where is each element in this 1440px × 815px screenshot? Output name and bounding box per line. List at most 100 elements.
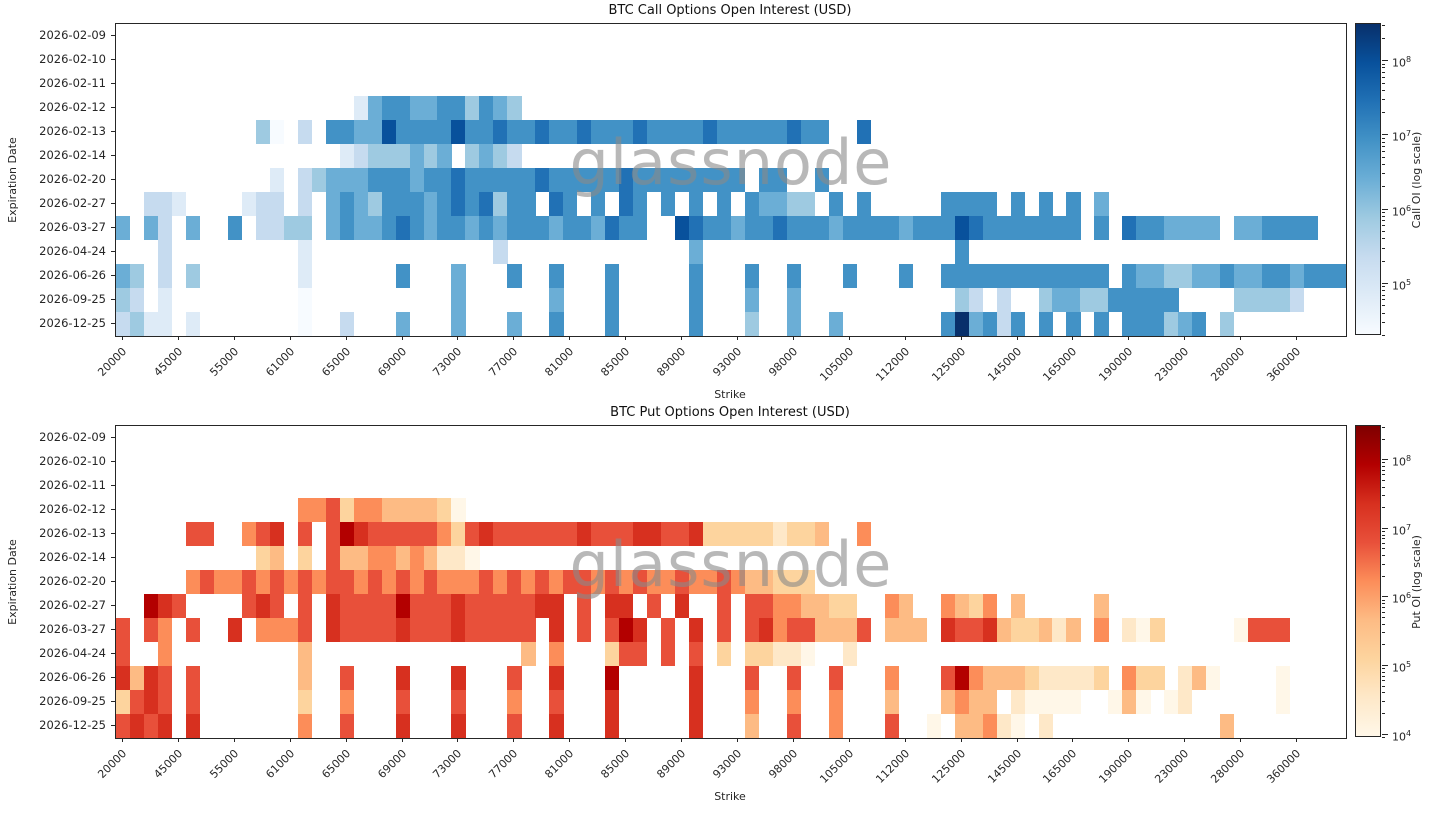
x-tick-mark — [457, 336, 459, 340]
heatmap-cell — [605, 618, 620, 643]
colorbar-minor-tick — [1382, 145, 1385, 147]
heatmap-cell — [968, 594, 983, 619]
colorbar-minor-tick — [1382, 611, 1385, 613]
colorbar-minor-tick — [1382, 563, 1385, 565]
heatmap-cell — [339, 168, 354, 193]
heatmap-cell — [255, 618, 270, 643]
heatmap-cell — [381, 498, 396, 523]
heatmap-cell — [661, 120, 676, 145]
colorbar-minor-tick — [1382, 486, 1385, 488]
heatmap-cell — [157, 288, 173, 313]
heatmap-cell — [367, 96, 382, 121]
heatmap-cell — [423, 498, 438, 523]
colorbar-minor-tick — [1382, 617, 1385, 619]
colorbar-minor-tick — [1382, 137, 1385, 139]
heatmap-cell — [269, 618, 284, 643]
heatmap-cell — [451, 216, 466, 241]
heatmap-cell — [493, 594, 508, 619]
heatmap-cell — [451, 666, 466, 691]
heatmap-cell — [1164, 288, 1179, 313]
heatmap-cell — [451, 522, 466, 547]
colorbar-minor-tick — [1382, 438, 1385, 440]
heatmap-cell — [1150, 264, 1165, 289]
colorbar-minor-tick — [1382, 575, 1385, 577]
heatmap-cell — [772, 192, 788, 217]
heatmap-cell — [437, 120, 452, 145]
colorbar-tick-label: 107 — [1392, 522, 1412, 538]
heatmap-cell — [479, 96, 494, 121]
colorbar-minor-tick — [1382, 692, 1385, 694]
heatmap-cell — [591, 168, 606, 193]
heatmap-cell — [507, 144, 522, 169]
x-tick-mark — [1128, 336, 1130, 340]
heatmap-cell — [479, 594, 494, 619]
heatmap-cell — [954, 240, 969, 265]
y-tick-label: 2026-02-20 — [39, 172, 106, 186]
heatmap-cell — [675, 168, 690, 193]
colorbar-minor-tick — [1382, 89, 1385, 91]
heatmap-cell — [1038, 618, 1053, 643]
heatmap-cell — [325, 570, 340, 595]
heatmap-cell — [297, 690, 312, 715]
heatmap-cell — [786, 522, 802, 547]
heatmap-cell — [1290, 264, 1305, 289]
heatmap-cell — [800, 522, 816, 547]
heatmap-cell — [996, 714, 1011, 739]
heatmap-cell — [996, 216, 1011, 241]
heatmap-cell — [423, 594, 438, 619]
heatmap-cell — [157, 690, 173, 715]
heatmap-cell — [353, 498, 368, 523]
heatmap-cell — [381, 96, 396, 121]
heatmap-cell — [1038, 312, 1053, 337]
heatmap-cell — [647, 522, 662, 547]
heatmap-cell — [269, 570, 284, 595]
heatmap-cell — [828, 714, 844, 739]
heatmap-cell — [241, 570, 256, 595]
heatmap-cell — [437, 546, 452, 571]
y-tick-label: 2026-04-24 — [39, 646, 106, 660]
heatmap-cell — [367, 618, 382, 643]
heatmap-cell — [814, 618, 830, 643]
heatmap-cell — [689, 216, 704, 241]
y-tick-mark — [111, 557, 115, 558]
y-tick-mark — [111, 227, 115, 228]
colorbar-minor-tick — [1382, 644, 1385, 646]
heatmap-cell — [521, 618, 536, 643]
heatmap-cell — [1276, 690, 1291, 715]
heatmap-cell — [493, 96, 508, 121]
heatmap-cell — [842, 594, 858, 619]
heatmap-cell — [1192, 312, 1207, 337]
heatmap-cell — [129, 714, 145, 739]
colorbar-minor-tick — [1382, 150, 1385, 152]
heatmap-cell — [1262, 618, 1277, 643]
heatmap-cell — [1136, 666, 1151, 691]
heatmap-cell — [507, 312, 522, 337]
heatmap-cell — [423, 570, 438, 595]
heatmap-cell — [577, 120, 592, 145]
heatmap-cell — [297, 570, 312, 595]
heatmap-cell — [1150, 288, 1165, 313]
heatmap-cell — [1024, 690, 1039, 715]
heatmap-cell — [381, 168, 396, 193]
heatmap-cell — [1066, 216, 1081, 241]
heatmap-cell — [451, 264, 466, 289]
heatmap-cell — [786, 618, 802, 643]
heatmap-cell — [996, 264, 1011, 289]
heatmap-cell — [591, 216, 606, 241]
heatmap-cell — [409, 594, 424, 619]
y-tick-label: 2026-02-09 — [39, 430, 106, 444]
heatmap-cell — [535, 522, 550, 547]
heatmap-cell — [619, 168, 634, 193]
heatmap-cell — [647, 168, 662, 193]
heatmap-cell — [1248, 264, 1263, 289]
y-tick-label: 2026-02-13 — [39, 526, 106, 540]
colorbar-tick-label: 105 — [1392, 277, 1412, 293]
heatmap-cell — [381, 120, 396, 145]
heatmap-cell — [451, 618, 466, 643]
heatmap-cell — [549, 594, 564, 619]
heatmap-cell — [1262, 264, 1277, 289]
heatmap-cell — [325, 120, 340, 145]
colorbar-minor-tick — [1382, 462, 1385, 464]
heatmap-cell — [465, 168, 480, 193]
colorbar-major-tick — [1382, 664, 1388, 666]
